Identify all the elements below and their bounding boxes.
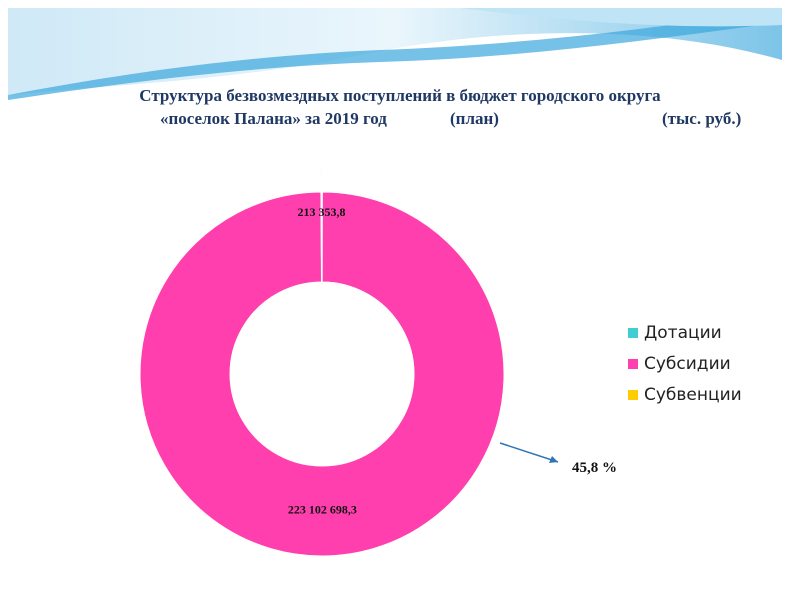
plan-note: (план) (450, 109, 499, 128)
legend-swatch (628, 359, 638, 369)
legend-label: Дотации (644, 323, 722, 343)
annotation: 45,8 % (572, 460, 617, 476)
annotation-arrow (500, 443, 558, 462)
value-label: 213 353,8 (298, 205, 346, 219)
chart-title: Структура безвозмездных поступлений в бю… (139, 86, 661, 105)
value-label: 223 102 698,3 (288, 503, 357, 517)
legend-swatch (628, 328, 638, 338)
legend: Дотации Субсидии Субвенции (628, 323, 742, 405)
legend-label: Субсидии (644, 354, 731, 374)
unit-note: (тыс. руб.) (662, 109, 741, 128)
slide: Структура безвозмездных поступлений в бю… (0, 0, 789, 603)
chart-subtitle: «поселок Палана» за 2019 год (160, 109, 387, 128)
legend-label: Субвенции (644, 385, 742, 405)
legend-swatch (628, 390, 638, 400)
